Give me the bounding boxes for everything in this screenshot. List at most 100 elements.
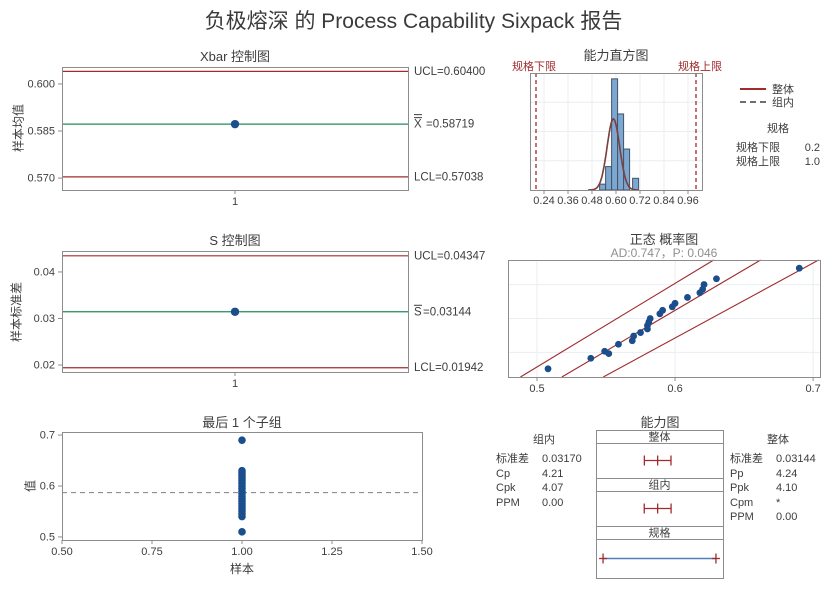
legend-item-within: 组内 <box>740 95 826 109</box>
usl-label: 规格上限 <box>678 61 722 73</box>
within-stats-block: 组内 标准差 0.03170 Cp 4.21 Cpk 4.07 PPM 0.00 <box>496 434 592 510</box>
cap-box-body <box>596 539 724 579</box>
confidence-band-upper <box>520 259 714 378</box>
overall-stats-header: 整体 <box>767 434 789 446</box>
spec-row-usl: 规格上限 1.0 <box>736 155 820 169</box>
prob-point <box>630 332 638 340</box>
x-tick-label: 0.6 <box>667 383 682 395</box>
plot-frame <box>62 67 409 191</box>
legend-item-overall: 整体 <box>740 82 826 96</box>
x-tick-label: 0.24 <box>533 195 554 207</box>
lcl-annotation: LCL=0.01942 <box>414 362 483 374</box>
ucl-annotation: UCL=0.60400 <box>414 66 485 78</box>
lsl-label: 规格下限 <box>512 61 556 73</box>
probability-plot-panel: 正态 概率图 AD:0.747，P: 0.046 0.5 0.6 0.7 <box>490 228 827 400</box>
y-tick-label: 0.570 <box>27 173 55 185</box>
x-tick-label: 0.72 <box>629 195 650 207</box>
within-cp-row: Cp 4.21 <box>496 467 564 480</box>
x-tick-label: 0.60 <box>605 195 626 207</box>
x-tick-label: 0.96 <box>677 195 698 207</box>
last-subgroup-title: 最后 1 个子组 <box>202 415 282 430</box>
prob-point <box>713 275 720 283</box>
y-tick-label: 0.585 <box>27 126 55 138</box>
xbar-chart-panel: Xbar 控制图 样本均值 0.600 0.585 0.570 1 UCL=0.6040… <box>0 44 497 216</box>
histogram-plot: 0.24 0.36 0.48 0.60 0.72 0.84 0.96 <box>530 73 703 207</box>
x-tick-label: 0.5 <box>529 383 544 395</box>
cap-box-header-label: 组内 <box>649 478 671 492</box>
x-tick-label: 0.84 <box>653 195 674 207</box>
xbar-chart-plot: 0.600 0.585 0.570 1 UCL=0.60400 LCL=0.57038 X =… <box>27 66 485 208</box>
s-chart-plot: 0.04 0.03 0.02 1 UCL=0.04347 LCL=0.01942 S =0.0… <box>34 250 486 390</box>
within-line-icon <box>740 100 766 103</box>
histogram-bar <box>599 183 607 191</box>
x-tick-label: 1.00 <box>231 546 252 558</box>
overall-stats-block: 整体 标准差 0.03144 Pp 4.24 Ppk 4.10 Cpm * PPM 0.0… <box>730 434 826 525</box>
capability-plot-panel: 能力图 组内 标准差 0.03170 Cp 4.21 Cpk 4.07 PPM 0.00… <box>490 408 827 592</box>
xbar-chart-title: Xbar 控制图 <box>199 49 271 64</box>
prob-point <box>684 294 691 301</box>
overall-cpm-row: Cpm * <box>730 496 781 509</box>
prob-point <box>587 354 595 362</box>
spec-table: 规格 规格下限 0.2 规格上限 1.0 <box>736 120 820 169</box>
center-annotation: =0.58719 <box>426 119 474 131</box>
within-stats-header: 组内 <box>533 434 555 446</box>
center-symbol: S <box>414 306 422 318</box>
histogram-legend: 整体 组内 <box>740 82 826 109</box>
y-tick-label: 0.04 <box>34 266 55 278</box>
overall-pp-row: Pp 4.24 <box>730 467 798 480</box>
spec-usl-label: 规格上限 <box>736 156 780 168</box>
histogram-bar <box>632 177 640 191</box>
x-tick-label: 0.36 <box>557 195 578 207</box>
last-subgroup-plot: 0.7 0.6 0.5 0.50 0.75 1.00 1.25 1.50 <box>40 430 433 558</box>
histogram-panel: 能力直方图 规格下限 规格上限 0.24 0.36 0.48 0.60 0.72 0.84… <box>490 44 827 216</box>
overall-ppk-row: Ppk 4.10 <box>730 482 798 494</box>
subgroup-point <box>238 436 246 444</box>
subgroup-point <box>238 466 246 475</box>
data-point <box>230 307 240 316</box>
x-tick-label: 0.75 <box>141 546 162 558</box>
y-tick-label: 0.02 <box>34 360 55 372</box>
legend-within-label: 组内 <box>772 96 794 109</box>
x-tick-label: 1.50 <box>411 546 432 558</box>
last-subgroup-x-axis-label: 样本 <box>229 562 254 576</box>
report-title: 负极熔深 的 Process Capability Sixpack 报告 <box>204 10 623 33</box>
prob-point <box>544 365 552 373</box>
spec-usl-value: 1.0 <box>804 156 820 168</box>
plot-frame <box>62 251 409 373</box>
probability-plot: 0.5 0.6 0.7 <box>508 259 821 395</box>
x-tick-label: 1 <box>232 378 238 390</box>
prob-point <box>671 299 679 307</box>
cap-box-header-label: 整体 <box>649 430 671 444</box>
last-subgroup-panel: 最后 1 个子组 值 样本 0.7 0.6 0.5 0.50 0.75 1.00 1.25 1… <box>0 408 497 592</box>
prob-point <box>646 315 654 322</box>
y-tick-label: 0.03 <box>34 313 55 325</box>
probability-plot-subtitle: AD:0.747，P: 0.046 <box>610 246 718 260</box>
prob-point <box>637 329 644 336</box>
within-cpk-row: Cpk 4.07 <box>496 482 564 494</box>
s-chart-title: S 控制图 <box>209 233 261 248</box>
lcl-annotation: LCL=0.57038 <box>414 171 483 183</box>
prob-point <box>615 340 622 348</box>
cap-box-header-label: 规格 <box>649 526 671 540</box>
y-tick-label: 0.600 <box>27 78 55 90</box>
overall-ppm-row: PPM 0.00 <box>730 511 798 523</box>
prob-point <box>605 350 613 357</box>
center-symbol: X <box>414 119 422 131</box>
within-stdev-row: 标准差 0.03170 <box>496 453 582 465</box>
capability-plot-title: 能力图 <box>640 415 680 430</box>
prob-point <box>795 264 803 272</box>
within-curve <box>588 118 639 191</box>
overall-stdev-row: 标准差 0.03144 <box>730 453 816 465</box>
x-tick-label: 1 <box>232 196 238 208</box>
spec-table-header: 规格 <box>767 123 789 135</box>
ucl-annotation: UCL=0.04347 <box>414 250 485 262</box>
probability-plot-title: 正态 概率图 <box>629 232 699 247</box>
fit-line <box>561 259 761 378</box>
within-ppm-row: PPM 0.00 <box>496 496 564 509</box>
x-tick-label: 1.25 <box>321 546 342 558</box>
x-tick-label: 0.48 <box>581 195 602 207</box>
spec-lsl-value: 0.2 <box>804 142 820 154</box>
center-annotation: =0.03144 <box>423 306 472 318</box>
